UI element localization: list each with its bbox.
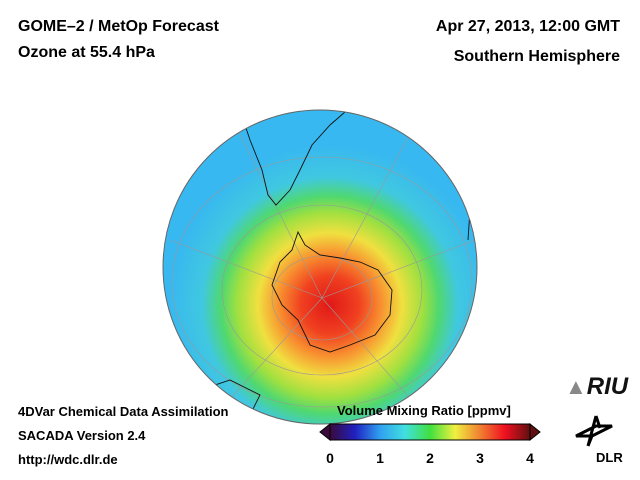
- footer-line2: SACADA Version 2.4: [18, 428, 146, 443]
- title-line1: GOME–2 / MetOp Forecast: [18, 18, 219, 35]
- footer-line1: 4DVar Chemical Data Assimilation: [18, 404, 229, 419]
- dlr-logo-text: DLR: [596, 450, 623, 465]
- cathedral-icon: ▲: [565, 374, 587, 399]
- colorbar-tick-label: 2: [426, 450, 434, 466]
- colorbar-title: Volume Mixing Ratio [ppmv]: [337, 403, 511, 418]
- title-line2: Ozone at 55.4 hPa: [18, 44, 155, 61]
- colorbar-tick-label: 4: [526, 450, 534, 466]
- south-america-coastline: [239, 110, 346, 206]
- wdc-link[interactable]: http://wdc.dlr.de: [18, 452, 118, 467]
- graticule: [169, 114, 476, 411]
- antarctica-coastline: [271, 230, 393, 353]
- colorbar-tick-label: 1: [376, 450, 384, 466]
- dlr-logo-icon: [575, 415, 613, 447]
- globe-outline: [162, 109, 478, 425]
- colorbar-gradient: [329, 423, 531, 441]
- colorbar: [319, 422, 541, 442]
- colorbar-max-arrow: [529, 422, 541, 442]
- colorbar-tick-label: 3: [476, 450, 484, 466]
- colorbar-min-arrow: [319, 422, 331, 442]
- hemisphere-label: Southern Hemisphere: [453, 48, 620, 65]
- colorbar-tick-label: 0: [326, 450, 334, 466]
- globe-disc: [163, 110, 477, 424]
- forecast-datetime: Apr 27, 2013, 12:00 GMT: [435, 18, 620, 35]
- riu-logo: ▲RIU: [565, 373, 629, 400]
